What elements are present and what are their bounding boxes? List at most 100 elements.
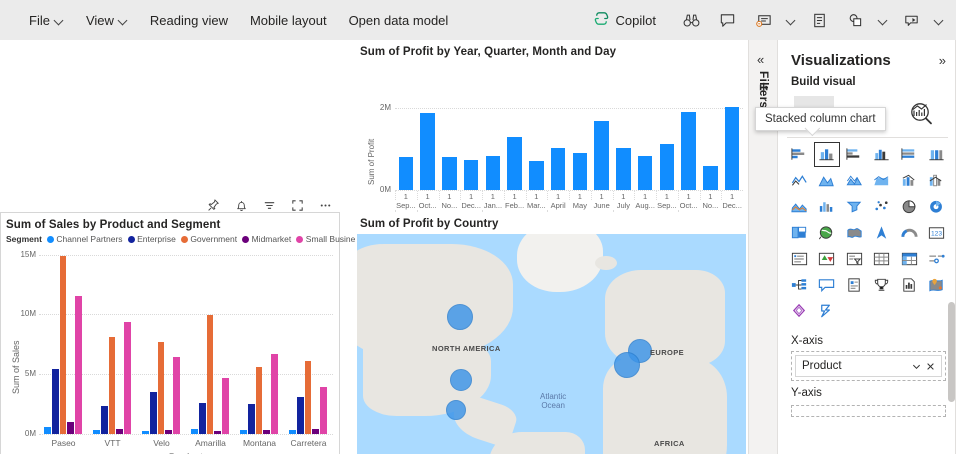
bar[interactable] — [75, 296, 83, 434]
y-axis-well[interactable] — [791, 405, 946, 417]
menu-mobile-layout[interactable]: Mobile layout — [239, 8, 338, 33]
bar[interactable] — [214, 430, 222, 434]
bar[interactable] — [320, 386, 328, 434]
legend-item[interactable]: Government — [180, 234, 237, 244]
stacked-area-chart-icon[interactable] — [841, 168, 867, 193]
bar[interactable] — [304, 361, 312, 434]
100-stacked-column-chart-icon[interactable] — [924, 142, 950, 167]
legend-item[interactable]: Small Business — [296, 234, 364, 244]
bar[interactable] — [724, 107, 740, 190]
bar[interactable] — [594, 121, 609, 190]
map-bubble[interactable] — [614, 352, 640, 378]
chevron-right-icon[interactable]: » — [938, 53, 946, 68]
menu-file[interactable]: File — [18, 8, 75, 33]
filters-pane-collapsed[interactable]: « Filters — [748, 40, 778, 454]
map-bubble[interactable] — [447, 304, 473, 330]
comment-bubble-icon[interactable] — [710, 5, 744, 35]
bar[interactable] — [173, 356, 181, 434]
explore-binoculars-icon[interactable] — [674, 5, 708, 35]
chat-chevron-down-icon[interactable] — [782, 5, 800, 35]
focus-mode-icon[interactable] — [289, 197, 306, 214]
filter-bars-icon[interactable] — [758, 80, 771, 98]
bar[interactable] — [703, 165, 718, 190]
line-chart-icon[interactable] — [786, 168, 812, 193]
bar[interactable] — [616, 147, 631, 190]
key-influencers-icon[interactable] — [896, 272, 922, 297]
bar[interactable] — [255, 367, 263, 434]
clustered-column-chart-icon[interactable] — [869, 142, 895, 167]
copy-chevron-down-icon[interactable] — [874, 5, 892, 35]
decomposition-tree-icon[interactable] — [924, 246, 950, 271]
bar[interactable] — [51, 369, 59, 434]
scatter-chart-icon[interactable] — [841, 194, 867, 219]
bar[interactable] — [296, 397, 304, 434]
copilot-button[interactable]: Copilot — [583, 6, 666, 34]
stacked-bar-chart-icon[interactable] — [786, 142, 812, 167]
line-and-stacked-column-icon[interactable] — [869, 168, 895, 193]
more-options-icon[interactable] — [814, 298, 840, 323]
clustered-bar-chart-icon[interactable] — [841, 142, 867, 167]
power-automate-icon[interactable] — [786, 298, 812, 323]
bar[interactable] — [529, 160, 544, 190]
bar[interactable] — [463, 159, 479, 190]
bar[interactable] — [157, 341, 165, 434]
legend-item[interactable]: Channel Partners — [46, 234, 123, 244]
x-axis-well[interactable]: Product — [791, 351, 946, 381]
bar[interactable] — [263, 430, 271, 434]
100-stacked-bar-chart-icon[interactable] — [896, 142, 922, 167]
bar[interactable] — [141, 430, 149, 434]
menu-open-data-model[interactable]: Open data model — [338, 8, 460, 33]
bar[interactable] — [124, 321, 132, 434]
map-bubble[interactable] — [446, 400, 466, 420]
bar[interactable] — [312, 429, 320, 434]
bar[interactable] — [92, 429, 100, 434]
edit-chevron-down-icon[interactable] — [930, 5, 948, 35]
matrix-icon[interactable] — [869, 246, 895, 271]
report-canvas[interactable]: Sum of Profit by Year, Quarter, Month an… — [0, 40, 748, 454]
copy-shapes-icon[interactable] — [838, 5, 872, 35]
table-icon[interactable] — [841, 246, 867, 271]
legend-item[interactable]: Midmarket — [242, 234, 291, 244]
bar[interactable] — [100, 405, 108, 434]
chevron-down-icon[interactable] — [909, 362, 923, 371]
pin-icon[interactable] — [205, 197, 222, 214]
bar[interactable] — [116, 429, 124, 434]
narrative-icon[interactable] — [814, 272, 840, 297]
qa-visual-icon[interactable] — [786, 272, 812, 297]
bar[interactable] — [247, 403, 255, 434]
visualizations-pane-scrollbar[interactable] — [948, 302, 955, 402]
bar[interactable] — [507, 136, 522, 190]
kpi-icon[interactable] — [786, 246, 812, 271]
card-number-icon[interactable] — [896, 220, 922, 245]
bar[interactable] — [149, 391, 157, 434]
bar[interactable] — [190, 428, 198, 434]
ribbon-chart-icon[interactable] — [924, 168, 950, 193]
bar[interactable] — [67, 422, 75, 434]
bar[interactable] — [43, 426, 51, 434]
bar[interactable] — [398, 157, 414, 190]
donut-chart-icon[interactable] — [896, 194, 922, 219]
map-bubble[interactable] — [450, 369, 472, 391]
slicer-icon[interactable] — [814, 246, 840, 271]
waterfall-chart-icon[interactable] — [786, 194, 812, 219]
bar[interactable] — [239, 430, 247, 434]
bar[interactable] — [637, 155, 653, 190]
filled-map-icon[interactable] — [814, 220, 840, 245]
close-icon[interactable] — [923, 362, 937, 371]
gauge-chart-icon[interactable] — [896, 246, 922, 271]
stacked-column-chart-icon[interactable] — [813, 142, 840, 167]
visualizations-pane[interactable]: Visualizations » Build visual — [779, 40, 956, 454]
bookmarks-icon[interactable] — [802, 5, 836, 35]
visual-profit-by-date[interactable]: Sum of Profit by Year, Quarter, Month an… — [355, 40, 748, 245]
area-chart-icon[interactable] — [814, 168, 840, 193]
power-apps-icon[interactable] — [924, 272, 950, 297]
treemap-icon[interactable] — [924, 194, 950, 219]
menu-view[interactable]: View — [75, 8, 139, 33]
bar[interactable] — [206, 314, 214, 434]
bar[interactable] — [222, 377, 230, 434]
visual-sales-by-product-segment[interactable]: Sum of Sales by Product and Segment Segm… — [0, 212, 364, 454]
map-canvas[interactable]: NORTH AMERICAEUROPEAFRICASOUTH AMERICA A… — [357, 234, 746, 454]
bar[interactable] — [485, 156, 501, 190]
edit-pointer-icon[interactable] — [894, 5, 928, 35]
bar[interactable] — [288, 429, 296, 434]
